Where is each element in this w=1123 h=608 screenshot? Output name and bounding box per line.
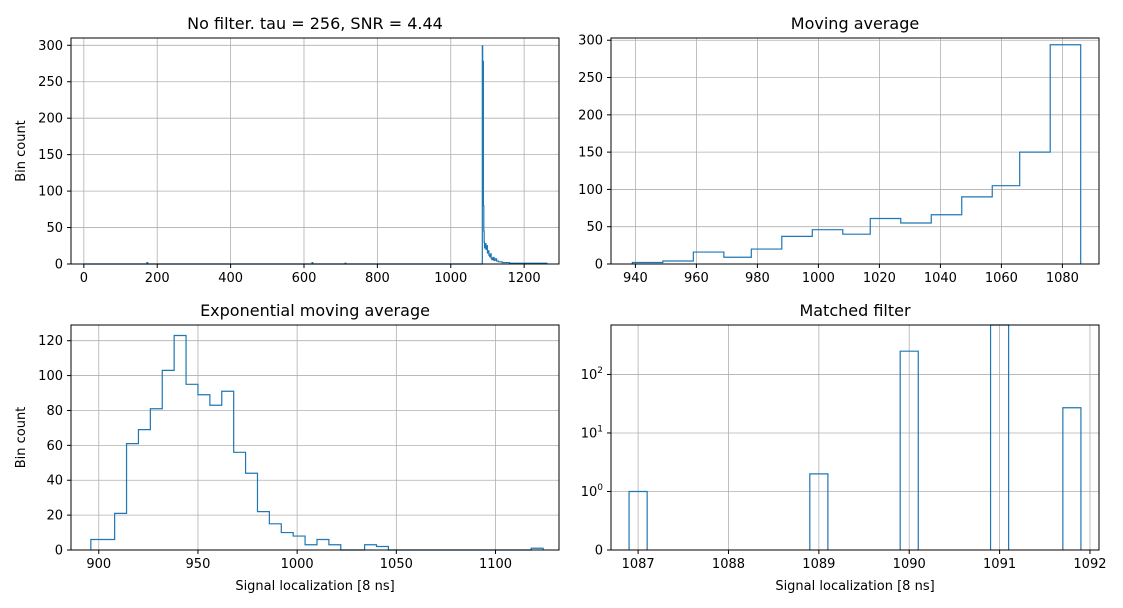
histogram-bar (628, 490, 648, 550)
y-tick-label: 0 (595, 544, 603, 559)
histogram-bar (899, 350, 919, 550)
y-tick-label: 200 (38, 112, 63, 127)
y-tick-label: 100 (38, 369, 63, 384)
plot-frame (610, 37, 1100, 265)
x-tick-label: 600 (292, 271, 317, 286)
x-tick-label: 900 (86, 557, 111, 572)
y-tick-label: 0 (55, 544, 63, 559)
y-tick-label: 102 (581, 366, 603, 383)
y-tick-label: 50 (46, 221, 63, 236)
x-axis-label: Signal localization [8 ns] (775, 579, 934, 594)
y-tick-label: 200 (578, 108, 603, 123)
chart-title: Moving average (791, 14, 919, 33)
y-tick-label: 150 (38, 148, 63, 163)
histogram-bar (809, 473, 829, 550)
y-tick-label: 20 (46, 509, 63, 524)
x-tick-label: 0 (80, 271, 88, 286)
x-tick-label: 1088 (712, 557, 745, 572)
y-axis: 0 100 101 102 (581, 366, 611, 559)
x-axis: 1087 1088 1089 1090 1091 1092 (622, 550, 1107, 572)
x-tick-label: 1080 (1046, 271, 1079, 286)
x-axis: 900 950 1000 1050 1100 (86, 550, 512, 572)
x-axis: 0 200 400 600 800 1000 1200 (80, 264, 541, 286)
histogram-step-line (90, 334, 544, 551)
x-tick-label: 1091 (983, 557, 1016, 572)
y-tick-label: 101 (581, 424, 603, 441)
x-tick-label: 950 (186, 557, 211, 572)
chart-panel-2: 940 960 980 1000 1020 1040 1060 1080 0 50 100 150 20… (578, 14, 1100, 286)
x-tick-label: 960 (684, 271, 709, 286)
y-tick-label: 100 (581, 483, 604, 500)
series (90, 334, 544, 551)
chart-title: Exponential moving average (200, 301, 430, 320)
x-tick-label: 1040 (924, 271, 957, 286)
chart-title: No filter. tau = 256, SNR = 4.44 (187, 14, 443, 33)
plot-frame (70, 324, 560, 551)
grid (611, 325, 1099, 551)
y-tick-label: 250 (38, 75, 63, 90)
y-tick-label: 250 (578, 71, 603, 86)
histogram-bar (1062, 407, 1082, 550)
x-axis: 940 960 980 1000 1020 1040 1060 1080 (623, 264, 1079, 286)
x-tick-label: 940 (623, 271, 648, 286)
y-tick-label: 100 (38, 185, 63, 200)
x-tick-label: 800 (365, 271, 390, 286)
y-axis: 0 50 100 150 200 250 300 (38, 39, 71, 273)
grid (71, 325, 559, 551)
y-tick-label: 40 (46, 474, 63, 489)
x-tick-label: 1092 (1073, 557, 1106, 572)
x-tick-label: 200 (145, 271, 170, 286)
x-tick-label: 1100 (479, 557, 512, 572)
y-axis: 0 50 100 150 200 250 300 (578, 34, 611, 273)
x-tick-label: 1200 (508, 271, 541, 286)
x-axis-label: Signal localization [8 ns] (235, 579, 394, 594)
grid (71, 38, 559, 265)
series (631, 44, 1082, 264)
x-tick-label: 1000 (802, 271, 835, 286)
y-tick-label: 60 (46, 439, 63, 454)
y-tick-label: 100 (578, 183, 603, 198)
grid (611, 38, 1099, 265)
x-tick-label: 1000 (434, 271, 467, 286)
x-tick-label: 1087 (622, 557, 655, 572)
x-tick-label: 1000 (281, 557, 314, 572)
y-tick-label: 300 (38, 39, 63, 54)
chart-panel-1: 0 200 400 600 800 1000 1200 0 50 100 150 200 250 300 N… (14, 14, 560, 286)
chart-panel-4: 1087 1088 1089 1090 1091 1092 0 100 101 102 Matche… (581, 301, 1107, 594)
chart-title: Matched filter (799, 301, 911, 320)
x-tick-label: 1020 (863, 271, 896, 286)
x-tick-label: 1050 (380, 557, 413, 572)
histogram-step-line (631, 44, 1082, 264)
series (628, 324, 1082, 550)
y-axis-label: Bin count (14, 120, 29, 182)
y-tick-label: 80 (46, 404, 63, 419)
x-tick-label: 1089 (802, 557, 835, 572)
y-tick-label: 0 (595, 258, 603, 273)
y-axis: 0 20 40 60 80 100 120 (38, 334, 71, 559)
plot-frame (610, 324, 1100, 551)
x-tick-label: 400 (218, 271, 243, 286)
plot-frame (70, 37, 560, 265)
y-tick-label: 300 (578, 34, 603, 49)
y-tick-label: 150 (578, 146, 603, 161)
y-tick-label: 50 (586, 220, 603, 235)
y-tick-label: 120 (38, 334, 63, 349)
y-tick-label: 0 (55, 258, 63, 273)
x-tick-label: 1090 (893, 557, 926, 572)
x-tick-label: 1060 (985, 271, 1018, 286)
y-axis-label: Bin count (14, 407, 29, 469)
chart-panel-3: 900 950 1000 1050 1100 0 20 40 60 80 100 120 Exponen… (14, 301, 560, 594)
x-tick-label: 980 (745, 271, 770, 286)
